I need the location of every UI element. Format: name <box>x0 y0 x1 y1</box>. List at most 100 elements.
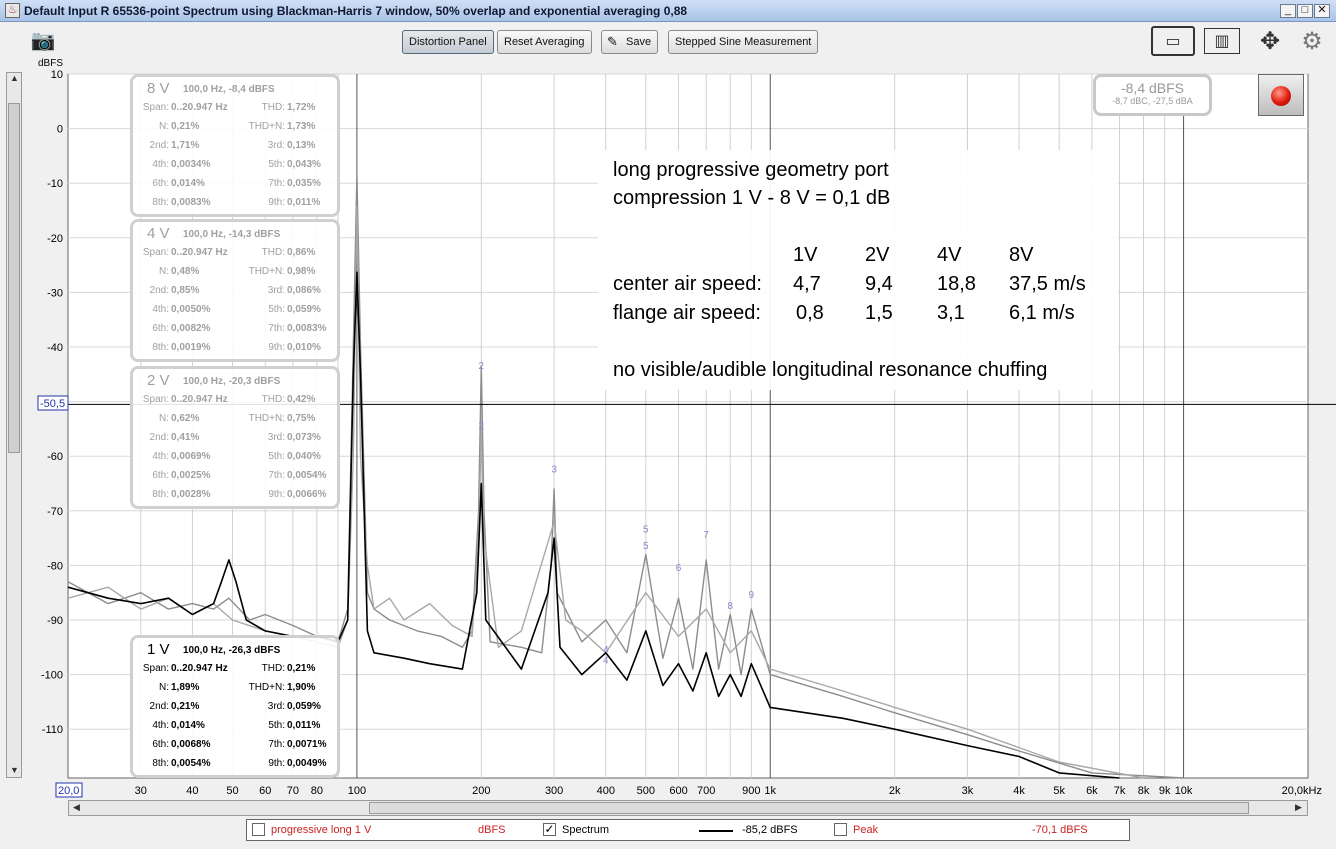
scroll-up-icon[interactable]: ▲ <box>10 73 19 83</box>
panel-row-value: 1,71% <box>171 140 200 151</box>
close-button[interactable]: ✕ <box>1314 4 1330 18</box>
record-button[interactable] <box>1258 74 1304 116</box>
panel-row-value: 0,21% <box>171 701 200 712</box>
distortion-panel-button[interactable]: Distortion Panel <box>402 30 494 54</box>
panel-row-value: 0,011% <box>287 720 321 731</box>
horizontal-scrollbar[interactable]: ◀ ▶ <box>68 800 1308 816</box>
window-title: Default Input R 65536-point Spectrum usi… <box>24 4 688 18</box>
distortion-panel[interactable]: 2 V 100,0 Hz, -20,3 dBFS Span: 0..20.947 Hz… <box>130 366 340 509</box>
scroll-left-icon[interactable]: ◀ <box>73 802 80 812</box>
maximize-button[interactable]: □ <box>1297 4 1313 18</box>
panel-row-label: 6th: <box>152 178 169 189</box>
panel-subtitle: 100,0 Hz, -14,3 dBFS <box>183 229 281 240</box>
legend-spectrum-checkbox[interactable]: ✓ <box>543 822 556 836</box>
annotation-row1-label: center air speed: <box>613 273 762 295</box>
panel-row: 6th: 0,0082% 7th: 0,0083% <box>133 323 337 342</box>
scroll-right-icon[interactable]: ▶ <box>1295 802 1302 812</box>
panel-row: 4th: 0,0034% 5th: 0,043% <box>133 159 337 178</box>
annotation-last-line: no visible/audible longitudinal resonanc… <box>613 359 1048 381</box>
legend-item1-checkbox[interactable] <box>252 823 265 836</box>
y-tick-label: -40 <box>47 342 63 354</box>
x-tick-label: 6k <box>1086 785 1098 797</box>
panel-row-label: 2nd: <box>149 701 169 712</box>
series-line-3 <box>67 271 1120 779</box>
panel-row-value: 0,0034% <box>171 159 211 170</box>
columns-icon[interactable]: ▥ <box>1204 28 1240 54</box>
annotation-row1-1v: 4,7 <box>793 273 821 295</box>
panel-row-value: 0,0066% <box>287 489 327 500</box>
vertical-scroll-thumb[interactable] <box>8 103 20 453</box>
panel-row-value: 1,90% <box>287 682 316 693</box>
x-tick-label: 80 <box>311 785 323 797</box>
annotation-row1-4v: 18,8 <box>937 273 976 295</box>
expand-arrows-icon[interactable]: ✥ <box>1259 27 1281 55</box>
distortion-panel[interactable]: 1 V 100,0 Hz, -26,3 dBFS Span: 0..20.947 Hz… <box>130 635 340 778</box>
panel-row-value: 0,0028% <box>171 489 211 500</box>
panel-row-value: 0,0025% <box>171 470 211 481</box>
level-meter: -8,4 dBFS -8,7 dBC, -27,5 dBA <box>1093 74 1212 116</box>
vertical-scrollbar[interactable]: ▲ ▼ <box>6 72 22 778</box>
panel-row-value: 0,073% <box>287 432 321 443</box>
display-mode-icon[interactable]: ▭ <box>1151 26 1195 56</box>
x-tick-label: 100 <box>348 785 366 797</box>
camera-icon[interactable]: 📷 <box>30 28 56 52</box>
panel-row-label: 8th: <box>152 758 169 769</box>
panel-row-value: 0,014% <box>171 720 205 731</box>
harmonic-marker: 2 <box>479 361 485 372</box>
panel-row-value: 0,011% <box>287 197 321 208</box>
y-tick-label: -90 <box>47 615 63 627</box>
legend-item1-unit: dBFS <box>478 824 506 836</box>
panel-row-value: 0,0083% <box>171 197 211 208</box>
legend-peak-checkbox[interactable] <box>834 823 847 836</box>
harmonic-marker: 5 <box>643 541 649 552</box>
y-tick-label: -10 <box>47 178 63 190</box>
minimize-button[interactable]: _ <box>1280 4 1296 18</box>
x-axis-ticks: 30 40 50 60 70 80 100 200 300 400 500 600 700 900 1k 2k… <box>135 785 1322 797</box>
x-tick-label: 8k <box>1138 785 1150 797</box>
harmonic-marker: 4 <box>603 656 609 667</box>
legend-peak-value: -70,1 dBFS <box>1032 824 1088 836</box>
cursor-y-label: -50,5 <box>40 398 65 410</box>
panel-row-value: 0,75% <box>287 413 316 424</box>
x-tick-label: 700 <box>697 785 715 797</box>
level-sub: -8,7 dBC, -27,5 dBA <box>1112 96 1193 106</box>
panel-row-label: THD: <box>261 247 285 258</box>
annotation-row2-8v: 6,1 m/s <box>1009 302 1075 324</box>
panel-row-label: 5th: <box>268 720 285 731</box>
annotation-header-2v: 2V <box>865 244 890 266</box>
legend-bar: progressive long 1 V dBFS ✓ Spectrum -85… <box>246 819 1130 841</box>
panel-row-value: 0,0054% <box>171 758 211 769</box>
annotation-row2-2v: 1,5 <box>865 302 893 324</box>
legend-peak-label: Peak <box>853 824 879 836</box>
panel-title: 1 V <box>147 641 170 658</box>
horizontal-scroll-thumb[interactable] <box>369 802 1249 814</box>
x-tick-label: 40 <box>186 785 198 797</box>
cursor-x-label: 20,0 <box>58 785 79 797</box>
distortion-panel[interactable]: 8 V 100,0 Hz, -8,4 dBFS Span: 0..20.947 Hz T… <box>130 74 340 217</box>
scroll-down-icon[interactable]: ▼ <box>10 765 19 775</box>
panel-row-label: Span: <box>142 247 169 258</box>
distortion-panel[interactable]: 4 V 100,0 Hz, -14,3 dBFS Span: 0..20.947 Hz… <box>130 219 340 362</box>
save-button[interactable]: ✎ Save <box>601 30 659 54</box>
panel-row-value: 0,059% <box>287 701 321 712</box>
panel-row-label: 9th: <box>268 197 285 208</box>
panel-row-label: N: <box>159 121 169 132</box>
panel-row-label: 5th: <box>268 159 285 170</box>
gear-icon[interactable]: ⚙ <box>1301 27 1323 55</box>
x-tick-label: 4k <box>1013 785 1025 797</box>
panel-row: 6th: 0,014% 7th: 0,035% <box>133 178 337 197</box>
panel-row-label: 4th: <box>152 720 169 731</box>
harmonic-marker: 3 <box>551 465 557 476</box>
x-tick-label: 2k <box>889 785 901 797</box>
panel-row: 8th: 0,0028% 9th: 0,0066% <box>133 489 337 508</box>
reset-averaging-button[interactable]: Reset Averaging <box>497 30 592 54</box>
record-led-icon <box>1271 86 1291 106</box>
panel-row-label: 2nd: <box>149 432 169 443</box>
panel-row-value: 0..20.947 Hz <box>171 247 228 258</box>
panel-row: Span: 0..20.947 Hz THD: 0,86% <box>133 247 337 266</box>
panel-row-value: 0..20.947 Hz <box>171 394 228 405</box>
stepped-sine-button[interactable]: Stepped Sine Measurement <box>668 30 819 54</box>
panel-row: 6th: 0,0068% 7th: 0,0071% <box>133 739 337 758</box>
panel-row-value: 1,73% <box>287 121 316 132</box>
panel-row-label: 9th: <box>268 758 285 769</box>
